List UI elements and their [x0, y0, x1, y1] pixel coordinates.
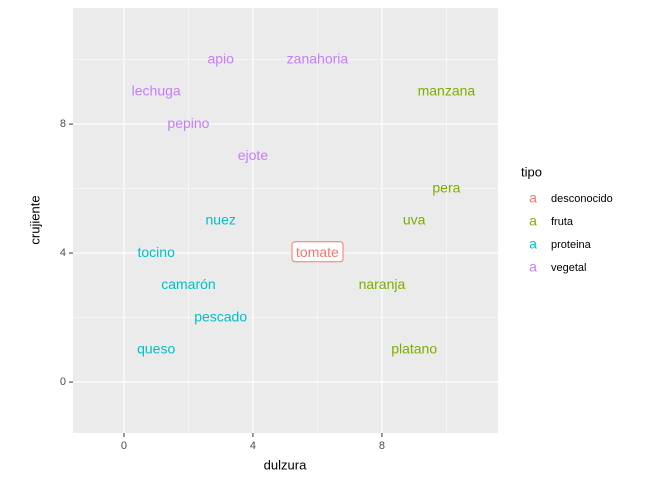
point-label: pera: [432, 179, 460, 195]
point-label: camarón: [161, 276, 215, 292]
point-label: platano: [391, 341, 437, 357]
legend-label: desconocido: [551, 193, 613, 205]
y-axis-title: crujiente: [27, 195, 42, 244]
point-label: zanahoria: [287, 50, 349, 66]
legend-label: vegetal: [551, 262, 586, 274]
point-label: tomate: [296, 244, 339, 260]
point-label: nuez: [206, 212, 236, 228]
y-tick-label: 0: [60, 376, 66, 388]
point-label: apio: [207, 50, 234, 66]
x-tick-label: 0: [121, 440, 127, 452]
point-label: pescado: [194, 308, 247, 324]
point-label: manzana: [418, 83, 476, 99]
legend-title: tipo: [521, 164, 542, 179]
x-axis-title: dulzura: [264, 457, 307, 472]
legend-label: proteina: [551, 239, 592, 251]
y-tick-label: 4: [60, 247, 66, 259]
point-label: pepino: [167, 115, 209, 131]
label-box: [291, 241, 344, 263]
point-label: uva: [403, 212, 426, 228]
panel: [73, 8, 498, 433]
legend-key: a: [529, 236, 537, 252]
legend-key: a: [529, 190, 537, 206]
point-label: naranja: [359, 276, 406, 292]
legend-label: fruta: [551, 216, 574, 228]
legend-key: a: [529, 213, 537, 229]
point-label: queso: [137, 341, 175, 357]
point-label: tocino: [138, 244, 176, 260]
x-tick-label: 8: [379, 440, 385, 452]
point-label: lechuga: [132, 83, 181, 99]
y-tick-label: 8: [60, 118, 66, 130]
point-label: ejote: [238, 147, 269, 163]
legend-key: a: [529, 259, 537, 275]
x-tick-label: 4: [250, 440, 256, 452]
